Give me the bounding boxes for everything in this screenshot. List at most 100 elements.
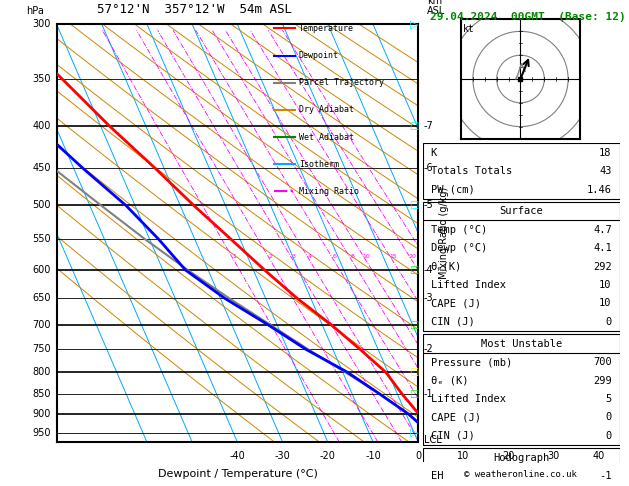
Text: Lifted Index: Lifted Index (431, 394, 506, 404)
Bar (423, 143, 620, 199)
Text: 550: 550 (33, 234, 51, 244)
Text: Temp (°C): Temp (°C) (431, 225, 487, 235)
Text: 40: 40 (593, 451, 605, 461)
Text: hPa: hPa (26, 6, 44, 16)
Text: -20: -20 (320, 451, 336, 461)
Text: -2: -2 (424, 344, 433, 354)
Text: 57°12'N  357°12'W  54m ASL: 57°12'N 357°12'W 54m ASL (96, 3, 292, 16)
Text: 400: 400 (33, 122, 51, 131)
Text: -40: -40 (230, 451, 245, 461)
Text: 0: 0 (606, 317, 611, 327)
Text: LCL: LCL (424, 435, 442, 446)
Text: 4: 4 (308, 254, 312, 259)
Text: -30: -30 (275, 451, 291, 461)
Bar (423, 202, 620, 331)
Text: Dry Adiabat: Dry Adiabat (299, 105, 354, 115)
Text: 650: 650 (33, 294, 51, 303)
Text: □: □ (409, 122, 418, 131)
Text: 10: 10 (599, 298, 611, 309)
Text: -10: -10 (365, 451, 381, 461)
Text: 950: 950 (33, 428, 51, 438)
Text: θₑ(K): θₑ(K) (431, 261, 462, 272)
Text: 0: 0 (606, 413, 611, 422)
Bar (423, 334, 620, 445)
Text: □: □ (409, 320, 418, 330)
Text: Surface: Surface (499, 206, 543, 216)
Text: 900: 900 (33, 409, 51, 419)
Text: 4.1: 4.1 (593, 243, 611, 253)
Text: km
ASL: km ASL (427, 0, 445, 16)
Text: 10: 10 (599, 280, 611, 290)
Text: 6: 6 (333, 254, 337, 259)
Text: Parcel Trajectory: Parcel Trajectory (299, 78, 384, 87)
Text: 850: 850 (33, 389, 51, 399)
Text: -7: -7 (424, 122, 433, 131)
Text: 20: 20 (503, 451, 515, 461)
Text: 0: 0 (606, 431, 611, 441)
Text: CIN (J): CIN (J) (431, 317, 474, 327)
Text: -5: -5 (424, 200, 433, 210)
Text: Dewpoint / Temperature (°C): Dewpoint / Temperature (°C) (157, 469, 318, 479)
Text: Mixing Ratio (g/kg): Mixing Ratio (g/kg) (438, 187, 448, 279)
Text: © weatheronline.co.uk: © weatheronline.co.uk (464, 469, 577, 479)
Bar (423, 448, 620, 486)
Text: Most Unstable: Most Unstable (481, 339, 562, 348)
Text: 350: 350 (33, 74, 51, 84)
Text: 1: 1 (233, 254, 237, 259)
Text: Totals Totals: Totals Totals (431, 166, 512, 176)
Text: -1: -1 (424, 389, 433, 399)
Text: EH: EH (431, 471, 443, 481)
Text: 600: 600 (33, 265, 51, 275)
Text: Mixing Ratio: Mixing Ratio (299, 187, 359, 196)
Text: 4.7: 4.7 (593, 225, 611, 235)
Text: ▷: ▷ (409, 19, 418, 29)
Text: □: □ (409, 367, 418, 377)
Text: -3: -3 (424, 294, 433, 303)
Text: 29.04.2024  00GMT  (Base: 12): 29.04.2024 00GMT (Base: 12) (430, 12, 626, 22)
Text: 299: 299 (593, 376, 611, 385)
Text: □: □ (409, 200, 418, 210)
Text: ▷: ▷ (409, 428, 418, 438)
Text: □: □ (409, 265, 418, 275)
Text: -1: -1 (599, 471, 611, 481)
Text: Dewp (°C): Dewp (°C) (431, 243, 487, 253)
Text: 500: 500 (33, 200, 51, 210)
Text: -6: -6 (424, 163, 433, 173)
Text: CIN (J): CIN (J) (431, 431, 474, 441)
Text: 300: 300 (33, 19, 51, 29)
Text: Isotherm: Isotherm (299, 160, 339, 169)
Text: 292: 292 (593, 261, 611, 272)
Text: K: K (431, 148, 437, 157)
Text: 20: 20 (408, 254, 416, 259)
Text: kt: kt (464, 24, 475, 34)
Text: 450: 450 (33, 163, 51, 173)
Text: 3: 3 (291, 254, 296, 259)
Text: 10: 10 (457, 451, 470, 461)
Text: -4: -4 (424, 265, 433, 275)
Text: Temperature: Temperature (299, 24, 354, 33)
Text: Dewpoint: Dewpoint (299, 51, 339, 60)
Text: CAPE (J): CAPE (J) (431, 413, 481, 422)
Text: Hodograph: Hodograph (493, 452, 549, 463)
Text: PW (cm): PW (cm) (431, 185, 474, 194)
Text: 15: 15 (389, 254, 397, 259)
Text: 0: 0 (415, 451, 421, 461)
Text: 700: 700 (593, 357, 611, 367)
Text: 700: 700 (33, 320, 51, 330)
Text: 5: 5 (606, 394, 611, 404)
Text: 18: 18 (599, 148, 611, 157)
Text: Lifted Index: Lifted Index (431, 280, 506, 290)
Text: 750: 750 (33, 344, 51, 354)
Text: 800: 800 (33, 367, 51, 377)
Text: 1.46: 1.46 (587, 185, 611, 194)
Text: Wet Adiabat: Wet Adiabat (299, 133, 354, 141)
Text: 2: 2 (269, 254, 273, 259)
Text: CAPE (J): CAPE (J) (431, 298, 481, 309)
Text: 43: 43 (599, 166, 611, 176)
Text: θₑ (K): θₑ (K) (431, 376, 468, 385)
Text: 8: 8 (350, 254, 354, 259)
Text: □: □ (409, 389, 418, 399)
Text: 30: 30 (548, 451, 560, 461)
Text: Pressure (mb): Pressure (mb) (431, 357, 512, 367)
Text: 10: 10 (362, 254, 370, 259)
